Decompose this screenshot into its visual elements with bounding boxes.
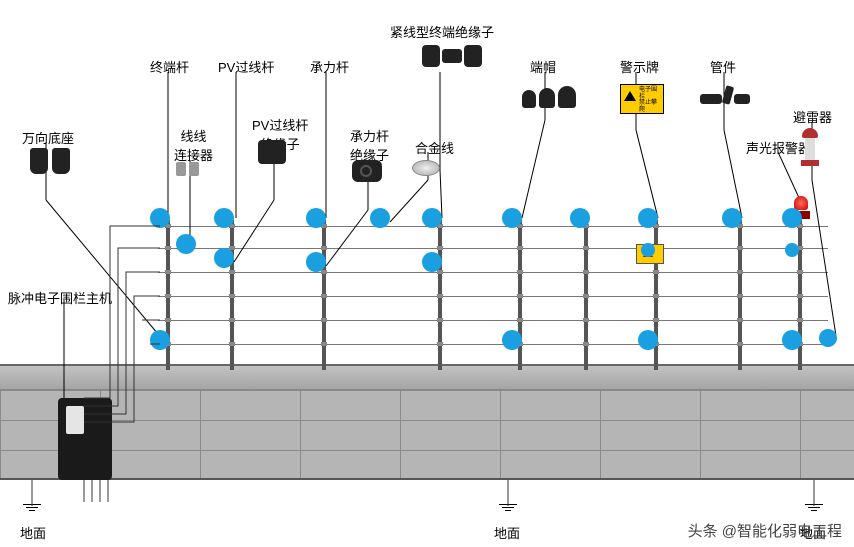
wire-connector-icon [176, 162, 210, 178]
callout-marker [422, 208, 442, 228]
callout-marker [370, 208, 390, 228]
label-pulse_host: 脉冲电子围栏主机 [8, 288, 112, 307]
pv-insulator-icon [258, 140, 288, 166]
callout-marker [502, 208, 522, 228]
callout-marker [150, 330, 170, 350]
label-bearing_insulator: 承力杆 绝缘子 [350, 126, 389, 164]
callout-marker [214, 208, 234, 228]
callout-marker [782, 330, 802, 350]
callout-marker [785, 243, 799, 257]
callout-marker [641, 243, 655, 257]
label-bearing_post: 承力杆 [310, 57, 349, 76]
callout-marker [306, 252, 326, 272]
watermark-text: 头条 @智能化弱电工程 [688, 520, 842, 541]
label-ground_left: 地面 [20, 523, 46, 542]
callout-marker [722, 208, 742, 228]
warning-sign-icon: 电子围栏禁止攀爬 [620, 84, 664, 114]
callout-marker [150, 208, 170, 228]
wall-body [0, 390, 854, 480]
pulse-host-device [58, 398, 112, 480]
callout-marker [502, 330, 522, 350]
label-arrester: 避雷器 [793, 107, 832, 126]
callout-marker [176, 234, 196, 254]
callout-marker [819, 329, 837, 347]
label-pv_post: PV过线杆 [218, 57, 274, 76]
label-ground_mid: 地面 [494, 523, 520, 542]
universal-base-icon [30, 148, 74, 178]
callout-marker [638, 208, 658, 228]
callout-marker [306, 208, 326, 228]
alloy-wire-icon [412, 160, 442, 178]
callout-marker [570, 208, 590, 228]
label-end_cap: 端帽 [530, 57, 556, 76]
ground-symbol-left [22, 504, 42, 511]
callout-marker [638, 330, 658, 350]
label-universal_base: 万向底座 [22, 128, 74, 147]
label-warn_sign: 警示牌 [620, 57, 659, 76]
callout-marker [422, 252, 442, 272]
callout-marker [214, 248, 234, 268]
fence-wire [158, 344, 828, 345]
callout-marker [782, 208, 802, 228]
label-top_title: 紧线型终端绝缘子 [390, 22, 494, 41]
end-cap-icon [522, 86, 578, 108]
ground-symbol-right [804, 504, 824, 511]
label-wire_connector: 线线 连接器 [174, 126, 213, 164]
lightning-arrester-icon [800, 128, 820, 168]
pipe-fitting-icon [700, 86, 754, 108]
label-terminal_post: 终端杆 [150, 57, 189, 76]
wall-ledge [0, 364, 854, 390]
fence-wire [158, 296, 828, 297]
label-alloy_wire: 合金线 [415, 138, 454, 157]
fence-wire [158, 248, 828, 249]
fence-wire [158, 272, 828, 273]
label-pipe: 管件 [710, 57, 736, 76]
fence-wire [158, 320, 828, 321]
bearing-insulator-icon [352, 160, 384, 184]
tensioner-insulator-icon [422, 44, 482, 68]
ground-symbol-mid [498, 504, 518, 511]
